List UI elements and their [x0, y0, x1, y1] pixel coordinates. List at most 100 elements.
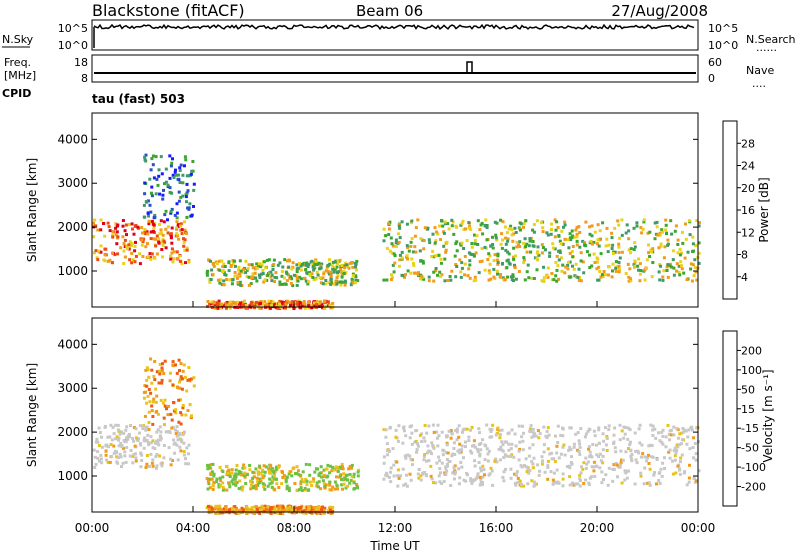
echo-cell [627, 237, 631, 241]
echo-cell [150, 368, 154, 372]
echo-cell [287, 265, 291, 269]
echo-cell [683, 256, 687, 260]
echo-cell [682, 271, 686, 275]
echo-cell [496, 254, 500, 258]
echo-cell [251, 511, 255, 515]
echo-cell [311, 265, 315, 269]
echo-cell [397, 264, 401, 268]
echo-cell [568, 251, 572, 255]
echo-cell [112, 444, 116, 448]
echo-cell [582, 271, 586, 275]
echo-cell [382, 455, 386, 459]
echo-cell [446, 222, 450, 226]
echo-cell [308, 270, 312, 274]
echo-cell [402, 483, 406, 487]
echo-cell [220, 511, 224, 515]
echo-cell [530, 435, 534, 439]
echo-cell [548, 452, 552, 456]
echo-cell [627, 229, 631, 233]
echo-cell [94, 249, 98, 253]
echo-cell [297, 473, 301, 477]
echo-cell [211, 484, 215, 488]
echo-cell [149, 441, 153, 445]
echo-cell [472, 439, 476, 443]
echo-cell [550, 451, 554, 455]
echo-cell [568, 260, 572, 264]
echo-cell [575, 232, 579, 236]
echo-cell [394, 241, 398, 245]
echo-cell [563, 271, 567, 275]
echo-cell [674, 451, 678, 455]
echo-cell [329, 464, 333, 468]
echo-cell [212, 472, 216, 476]
echo-cell [425, 474, 428, 478]
echo-cell [577, 450, 581, 454]
echo-cell [459, 275, 463, 279]
ytick-label: 3000 [57, 381, 88, 395]
echo-cell [270, 481, 274, 485]
echo-cell [265, 302, 269, 306]
echo-cell [651, 247, 655, 251]
echo-cell [188, 378, 191, 382]
echo-cell [530, 460, 534, 464]
echo-cell [178, 181, 182, 184]
echo-cell [178, 168, 182, 172]
echo-cell [249, 508, 253, 511]
echo-cell [262, 474, 266, 478]
echo-cell [150, 404, 154, 408]
echo-cell [253, 271, 257, 275]
echo-cell [645, 266, 649, 270]
echo-cell [139, 443, 143, 447]
echo-cell [169, 463, 173, 467]
echo-cell [545, 274, 548, 278]
echo-cell [556, 441, 560, 444]
echo-cell [468, 276, 472, 280]
echo-cell [349, 466, 353, 470]
echo-cell [151, 154, 155, 158]
echo-cell [578, 276, 581, 279]
echo-cell [305, 509, 309, 513]
echo-cell [182, 241, 186, 245]
echo-cell [614, 266, 618, 270]
echo-cell [336, 487, 340, 491]
echo-cell [252, 302, 255, 306]
echo-cell [593, 230, 597, 234]
echo-cell [438, 480, 442, 484]
echo-cell [467, 221, 471, 225]
echo-cell [144, 428, 148, 432]
echo-cell [107, 445, 111, 449]
echo-cell [97, 426, 101, 430]
echo-cell [252, 509, 256, 513]
echo-cell [624, 231, 628, 235]
echo-cell [167, 404, 171, 408]
echo-cell [222, 279, 226, 283]
echo-cell [555, 279, 559, 283]
echo-cell [267, 469, 271, 473]
echo-cell [320, 508, 323, 512]
echo-cell [147, 441, 150, 445]
echo-cell [241, 508, 245, 512]
echo-cell [473, 233, 476, 237]
echo-cell [256, 470, 260, 474]
echo-cell [581, 467, 585, 471]
echo-cell [681, 427, 685, 430]
echo-cell [319, 266, 323, 270]
echo-cell [678, 273, 682, 277]
echo-cell [310, 306, 314, 310]
echo-cell [279, 511, 282, 515]
echo-cell [645, 258, 649, 262]
echo-cell [269, 275, 273, 279]
echo-cell [159, 430, 163, 434]
echo-cell [149, 168, 153, 172]
echo-cell [234, 472, 238, 476]
echo-cell [615, 463, 619, 467]
echo-cell [147, 219, 151, 223]
echo-cell [128, 433, 131, 436]
echo-cell [408, 454, 412, 458]
echo-cell [351, 281, 355, 285]
echo-cell [584, 478, 588, 482]
echo-cell [228, 304, 232, 308]
echo-cell [268, 477, 272, 481]
echo-cell [390, 242, 394, 246]
echo-cell [270, 506, 274, 510]
